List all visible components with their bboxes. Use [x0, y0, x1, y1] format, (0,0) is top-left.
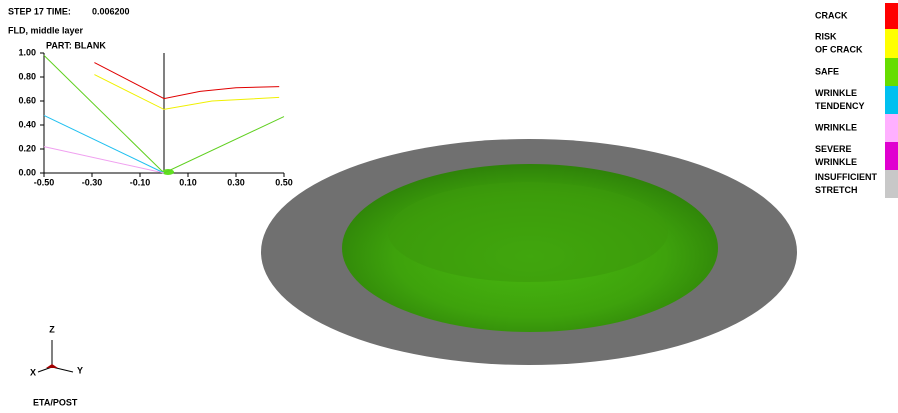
- legend-swatch: [885, 86, 898, 114]
- legend-label: TENDENCY: [815, 101, 865, 111]
- triad-x: X: [30, 367, 36, 377]
- y-tick-label: 1.00: [18, 47, 36, 57]
- subtitle: FLD, middle layer: [8, 25, 84, 35]
- legend-swatch: [885, 29, 898, 58]
- triad-z: Z: [49, 324, 55, 334]
- chart-title: PART: BLANK: [46, 40, 106, 50]
- legend-label: OF CRACK: [815, 44, 863, 54]
- legend-label: CRACK: [815, 10, 848, 20]
- legend-label: RISK: [815, 31, 837, 41]
- step-label: STEP 17 TIME:: [8, 6, 71, 16]
- legend-label: INSUFFICIENT: [815, 172, 878, 182]
- legend-label: SEVERE: [815, 144, 852, 154]
- fld-curve: [44, 115, 164, 173]
- legend-swatch: [885, 170, 898, 198]
- footer: ETA/POST: [33, 397, 78, 407]
- strain-points: [162, 169, 174, 175]
- y-tick-label: 0.00: [18, 167, 36, 177]
- legend-swatch: [885, 114, 898, 142]
- legend-swatch: [885, 58, 898, 86]
- x-tick-label: 0.50: [275, 177, 293, 187]
- x-tick-label: -0.50: [34, 177, 55, 187]
- legend-label: WRINKLE: [815, 88, 857, 98]
- time-value: 0.006200: [92, 6, 130, 16]
- triad-y: Y: [77, 365, 83, 375]
- x-tick-label: -0.10: [130, 177, 151, 187]
- viewport: STEP 17 TIME: 0.006200 FLD, middle layer…: [0, 0, 898, 408]
- y-tick-label: 0.80: [18, 71, 36, 81]
- x-tick-label: 0.30: [227, 177, 245, 187]
- y-tick-label: 0.40: [18, 119, 36, 129]
- y-tick-label: 0.60: [18, 95, 36, 105]
- legend-swatch: [885, 142, 898, 170]
- fld-curve: [94, 63, 279, 99]
- legend-swatch: [885, 3, 898, 29]
- legend-label: STRETCH: [815, 185, 858, 195]
- cup-bottom: [388, 182, 668, 282]
- fld-curve: [44, 147, 164, 173]
- triad: Z X Y: [30, 324, 83, 377]
- y-tick-label: 0.20: [18, 143, 36, 153]
- x-tick-label: -0.30: [82, 177, 103, 187]
- legend-label: SAFE: [815, 66, 839, 76]
- legend-label: WRINKLE: [815, 122, 857, 132]
- legend-label: WRINKLE: [815, 157, 857, 167]
- fld-curve: [94, 75, 279, 110]
- x-tick-label: 0.10: [179, 177, 197, 187]
